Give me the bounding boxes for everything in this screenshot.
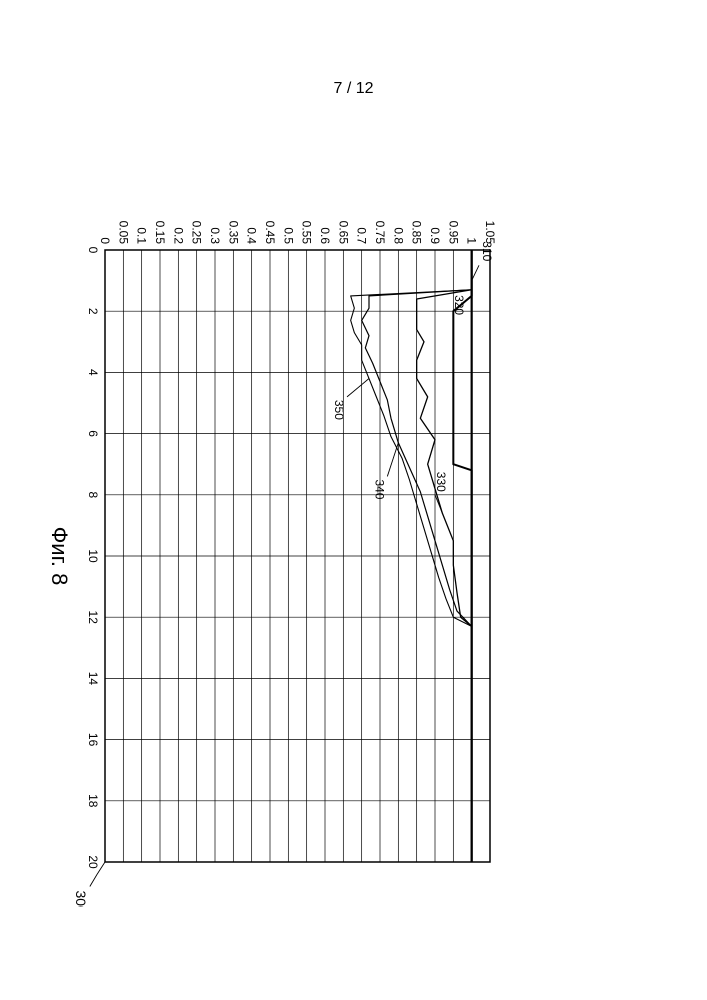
y-tick-label: 0.35 — [226, 221, 240, 245]
y-tick-label: 0.4 — [245, 227, 259, 244]
x-tick-label: 12 — [86, 611, 100, 625]
axis-callout-label: 300 — [73, 890, 89, 907]
x-tick-label: 8 — [86, 491, 100, 498]
y-tick-label: 0.45 — [263, 221, 277, 245]
figure-caption: Фиг. 8 — [47, 527, 72, 586]
y-tick-label: 0.65 — [336, 221, 350, 245]
x-tick-label: 20 — [86, 855, 100, 869]
x-tick-label: 18 — [86, 794, 100, 808]
x-tick-label: 4 — [86, 369, 100, 376]
y-tick-label: 0 — [98, 237, 112, 244]
y-tick-label: 0.7 — [355, 227, 369, 244]
y-tick-label: 0.8 — [391, 227, 405, 244]
y-tick-label: 0.95 — [446, 221, 460, 245]
y-tick-label: 0.1 — [135, 227, 149, 244]
y-tick-label: 0.3 — [208, 227, 222, 244]
series-label-350: 350 — [332, 400, 346, 420]
y-tick-label: 0.5 — [281, 227, 295, 244]
page-number: 7 / 12 — [0, 80, 707, 98]
series-label-330: 330 — [434, 472, 448, 492]
series-label-320: 320 — [452, 295, 466, 315]
x-tick-label: 0 — [86, 247, 100, 254]
page-number-text: 7 / 12 — [333, 80, 373, 97]
figure-8-chart: 0 2 4 6 8 10 12 14 16 18 20 0 0.05 0.1 0.15 0.2 0.25 0.3 0… — [40, 200, 510, 907]
x-tick-label: 10 — [86, 549, 100, 563]
y-tick-label: 0.05 — [116, 221, 130, 245]
series-label-310: 310 — [480, 241, 494, 261]
y-tick-label: 0.25 — [190, 221, 204, 245]
page: 7 / 12 0246810121416182000.050.10.150.20… — [0, 0, 707, 1000]
chart-container: 0 2 4 6 8 10 12 14 16 18 20 0 0.05 0.1 0.15 0.2 0.25 0.3 0… — [40, 200, 510, 907]
x-tick-label: 2 — [86, 308, 100, 315]
y-tick-label: 0.2 — [171, 227, 185, 244]
x-tick-label: 16 — [86, 733, 100, 747]
x-tick-label: 14 — [86, 672, 100, 686]
y-tick-label: 1 — [465, 237, 479, 244]
y-tick-label: 0.9 — [428, 227, 442, 244]
y-tick-label: 0.75 — [373, 221, 387, 245]
y-tick-label: 0.55 — [300, 221, 314, 245]
y-tick-label: 0.6 — [318, 227, 332, 244]
y-tick-label: 0.85 — [410, 221, 424, 245]
x-tick-label: 6 — [86, 430, 100, 437]
y-tick-label: 0.15 — [153, 221, 167, 245]
series-label-340: 340 — [372, 479, 386, 499]
